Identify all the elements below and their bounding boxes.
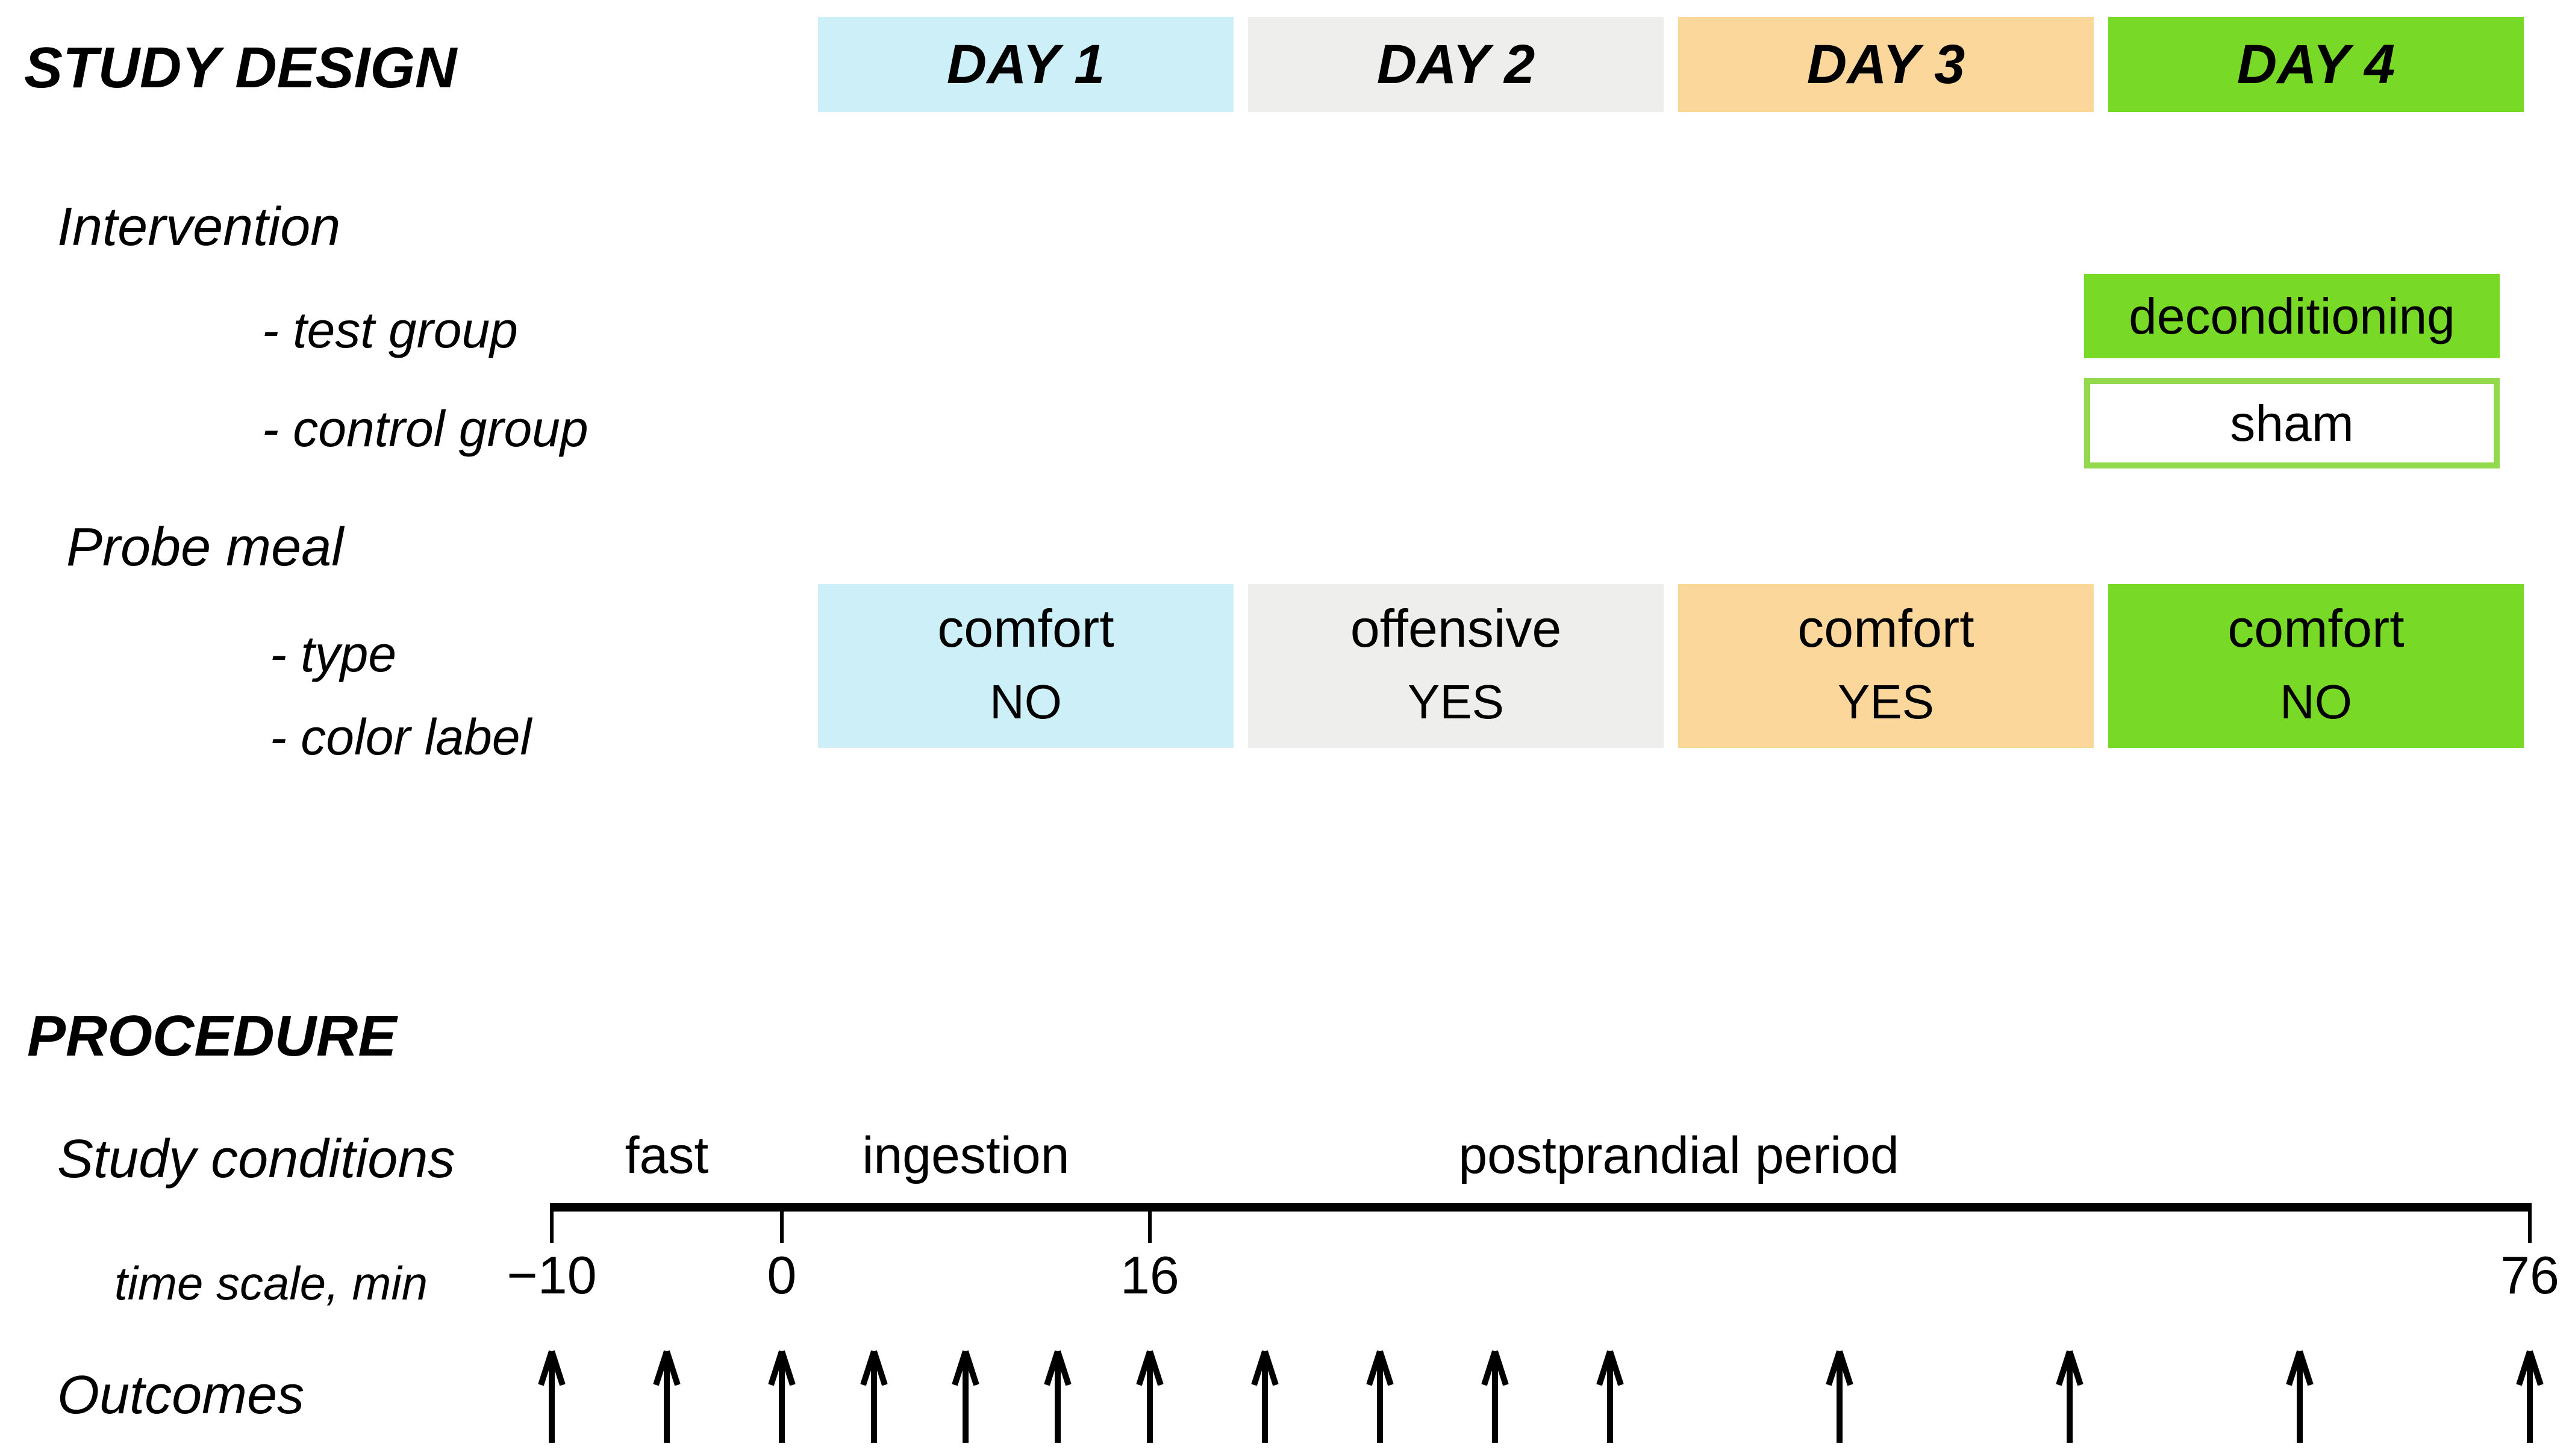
timeline-tick-label: 76 xyxy=(2500,1245,2559,1305)
outcome-arrow-icon xyxy=(768,1350,796,1443)
meal-cell-day2: offensive YES xyxy=(1248,584,1664,748)
test-group-label: - test group xyxy=(262,302,518,358)
outcome-arrow-icon xyxy=(860,1350,888,1443)
outcome-arrow-icon xyxy=(1136,1350,1164,1443)
meal-type-day1: comfort xyxy=(937,599,1114,658)
phase-label: postprandial period xyxy=(1458,1127,1899,1184)
outcome-arrow-icon xyxy=(653,1350,681,1443)
outcome-arrow-icon xyxy=(1366,1350,1394,1443)
deconditioning-box: deconditioning xyxy=(2084,274,2500,358)
meal-color-day4: NO xyxy=(2280,675,2352,729)
outcome-arrows xyxy=(538,1346,2544,1446)
meal-color-day3: YES xyxy=(1837,675,1935,729)
phase-label: ingestion xyxy=(862,1127,1070,1184)
timeline-tick xyxy=(1147,1203,1152,1243)
day-4-header: DAY 4 xyxy=(2108,17,2524,112)
timeline-tick xyxy=(779,1203,784,1243)
day-1-label: DAY 1 xyxy=(946,33,1105,95)
day-3-label: DAY 3 xyxy=(1806,33,1965,95)
meal-type-day2: offensive xyxy=(1350,599,1562,658)
outcome-arrow-icon xyxy=(538,1350,566,1443)
outcome-arrow-icon xyxy=(1596,1350,1624,1443)
outcome-arrow-icon xyxy=(1044,1350,1072,1443)
meal-type-row-label: - type xyxy=(270,626,397,682)
meal-cell-day1: comfort NO xyxy=(818,584,1234,748)
meal-color-day1: NO xyxy=(990,675,1062,729)
study-design-title: STUDY DESIGN xyxy=(24,36,457,100)
phase-label: fast xyxy=(625,1127,709,1184)
timeline-ticks xyxy=(550,1203,2532,1243)
sham-box: sham xyxy=(2084,378,2500,468)
deconditioning-box-label: deconditioning xyxy=(2129,287,2455,344)
timeline-tick xyxy=(2528,1203,2532,1243)
timeline-tick-label: −10 xyxy=(507,1245,597,1305)
study-conditions-label: Study conditions xyxy=(57,1129,455,1189)
timeline-tick-label: 16 xyxy=(1120,1245,1179,1305)
day-3-header: DAY 3 xyxy=(1678,17,2094,112)
outcome-arrow-icon xyxy=(1481,1350,1509,1443)
outcome-arrow-icon xyxy=(2056,1350,2084,1443)
outcome-arrow-icon xyxy=(2516,1350,2544,1443)
intervention-label: Intervention xyxy=(57,197,341,257)
timeline-phase-labels: fast ingestion postprandial period xyxy=(552,1130,2530,1190)
day-1-header: DAY 1 xyxy=(818,17,1234,112)
outcome-arrow-icon xyxy=(952,1350,980,1443)
procedure-title: PROCEDURE xyxy=(27,1004,397,1068)
sham-box-label: sham xyxy=(2230,394,2354,452)
timeline-tick-label: 0 xyxy=(767,1245,797,1305)
meal-color-row-label: - color label xyxy=(270,709,532,765)
outcomes-label: Outcomes xyxy=(57,1365,305,1425)
meal-cell-day4: comfort NO xyxy=(2108,584,2524,748)
outcome-arrow-icon xyxy=(1826,1350,1854,1443)
outcome-arrow-icon xyxy=(2286,1350,2314,1443)
timeline-bar xyxy=(552,1203,2530,1212)
probe-meal-label: Probe meal xyxy=(66,517,344,577)
timeline-tick xyxy=(550,1203,554,1243)
meal-type-day3: comfort xyxy=(1797,599,1974,658)
timeline-tick-labels: −10 0 16 76 xyxy=(507,1245,2559,1305)
control-group-label: - control group xyxy=(262,400,588,457)
day-2-header: DAY 2 xyxy=(1248,17,1664,112)
meal-type-day4: comfort xyxy=(2227,599,2405,658)
outcome-arrow-icon xyxy=(1251,1350,1279,1443)
meal-color-day2: YES xyxy=(1407,675,1505,729)
meal-cell-day3: comfort YES xyxy=(1678,584,2094,748)
time-scale-label: time scale, min xyxy=(114,1257,428,1310)
day-4-label: DAY 4 xyxy=(2236,33,2396,95)
day-2-label: DAY 2 xyxy=(1376,33,1535,95)
